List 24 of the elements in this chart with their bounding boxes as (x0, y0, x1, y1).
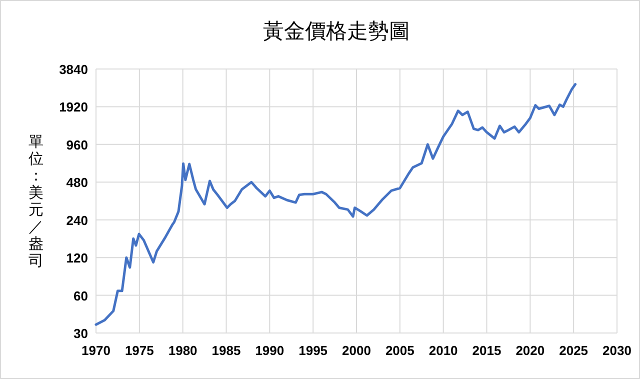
y-tick-label: 480 (66, 175, 88, 190)
x-tick-label: 2025 (559, 343, 588, 358)
x-tick-label: 1985 (212, 343, 241, 358)
chart-title: 黃金價格走勢圖 (263, 20, 410, 43)
x-tick-label: 1975 (124, 343, 154, 358)
x-tick-label: 1995 (298, 343, 328, 358)
x-tick-label: 2010 (428, 343, 458, 358)
y-axis-title: 單位：美元／盎司 (28, 134, 44, 270)
x-tick-label: 1980 (168, 343, 198, 358)
x-tick-label: 2000 (342, 343, 371, 358)
x-tick-label: 1970 (82, 343, 110, 358)
y-tick-label: 120 (66, 250, 88, 266)
y-tick-label: 1920 (59, 100, 88, 115)
x-tick-label: 2030 (602, 343, 632, 358)
y-tick-label: 960 (66, 137, 88, 152)
x-tick-label: 1990 (255, 343, 284, 358)
y-tick-label: 240 (66, 212, 88, 228)
x-tick-label: 2005 (385, 343, 414, 358)
x-tick-label: 2015 (472, 343, 502, 358)
y-tick-label: 3840 (59, 62, 88, 77)
x-tick-label: 2020 (516, 343, 545, 358)
y-tick-label: 30 (74, 326, 88, 341)
y-tick-label: 60 (74, 288, 88, 304)
line-series (94, 83, 577, 326)
